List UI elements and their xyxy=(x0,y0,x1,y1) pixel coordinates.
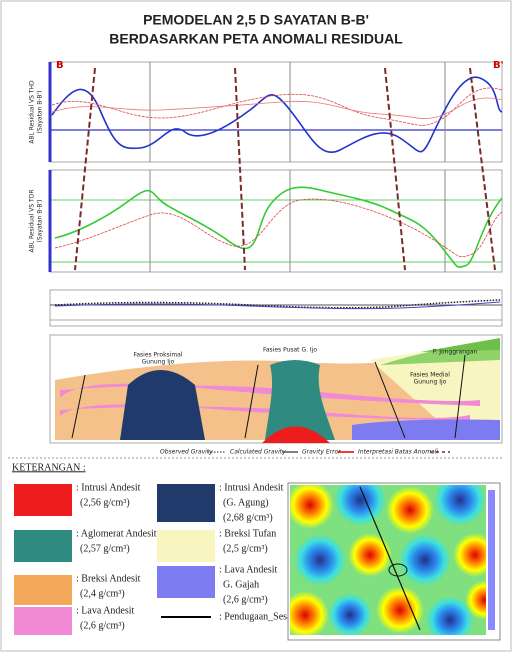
legend-swatch xyxy=(157,484,215,522)
legend-name: : Aglomerat Andesit xyxy=(76,528,157,539)
legend-swatch xyxy=(157,566,215,598)
section-label: Gunung Ijo xyxy=(414,379,447,386)
gravity-strip xyxy=(50,290,502,326)
legend-detail: (G. Agung) xyxy=(223,497,269,508)
section-label: P. Jonggrangan xyxy=(433,349,478,356)
legend-name: : Lava Andesit xyxy=(76,605,135,616)
section-legend: Observed Gravity Calculated Gravity Grav… xyxy=(160,449,450,456)
legend-detail: (2,57 g/cm³) xyxy=(80,543,130,554)
legend-name: : Lava Andesit xyxy=(219,564,278,575)
legend-detail: (2,6 g/cm³) xyxy=(80,620,125,631)
residual-map xyxy=(281,474,505,644)
legend-heading: KETERANGAN : xyxy=(12,462,86,473)
section-label: Fasies Pusat G. Ijo xyxy=(263,347,317,354)
title: PEMODELAN 2,5 D SAYATAN B-B' xyxy=(143,12,369,28)
y-sublabel: (Sayatan B-B') xyxy=(37,91,44,134)
y-label: ABL Residual VS THD xyxy=(29,80,36,144)
start-label: B xyxy=(56,60,64,71)
legend-name: : Pendugaan_Sesar xyxy=(219,611,295,622)
legend-text: Calculated Gravity xyxy=(230,449,286,456)
legend-name: : Breksi Tufan xyxy=(219,528,276,539)
legend-swatch xyxy=(14,575,72,605)
legend-detail: (2,4 g/cm³) xyxy=(80,588,125,599)
y-sublabel: (Sayatan B-B') xyxy=(37,200,44,243)
title: BERDASARKAN PETA ANOMALI RESIDUAL xyxy=(109,31,403,47)
legend-text: Interpretasi Batas Anomali xyxy=(358,449,438,456)
legend-swatch xyxy=(157,530,215,562)
y-label: ABL Residual VS TDR xyxy=(29,190,36,253)
legend-detail: (2,68 g/cm³) xyxy=(223,512,273,523)
legend-text: Observed Gravity xyxy=(160,449,213,456)
panel-tdr: ABL Residual VS TDR (Sayatan B-B') xyxy=(29,170,503,272)
legend-detail: (2,6 g/cm³) xyxy=(223,594,268,605)
legend-detail: (2,56 g/cm³) xyxy=(80,497,130,508)
end-label: B' xyxy=(493,60,504,71)
figure: PEMODELAN 2,5 D SAYATAN B-B' BERDASARKAN… xyxy=(0,0,512,652)
legend-swatch xyxy=(14,484,72,516)
section-label: Fasies Medial xyxy=(410,372,450,379)
legend-swatch xyxy=(14,530,72,562)
cross-section: Fasies Proksimal Gunung Ijo Fasies Pusat… xyxy=(50,335,502,443)
section-label: Gunung Ijo xyxy=(142,359,175,366)
legend-name: : Intrusi Andesit xyxy=(76,482,141,493)
legend-name: : Breksi Andesit xyxy=(76,573,141,584)
section-label: Fasies Proksimal xyxy=(133,352,182,359)
legend-detail: G. Gajah xyxy=(223,579,259,590)
legend-detail: (2,5 g/cm³) xyxy=(223,543,268,554)
legend-name: : Intrusi Andesit xyxy=(219,482,284,493)
panel-thd: B B' ABL Residual VS THD (Sayatan B-B') xyxy=(29,60,504,162)
legend-text: Gravity Error xyxy=(302,449,341,456)
legend-swatch xyxy=(14,607,72,635)
